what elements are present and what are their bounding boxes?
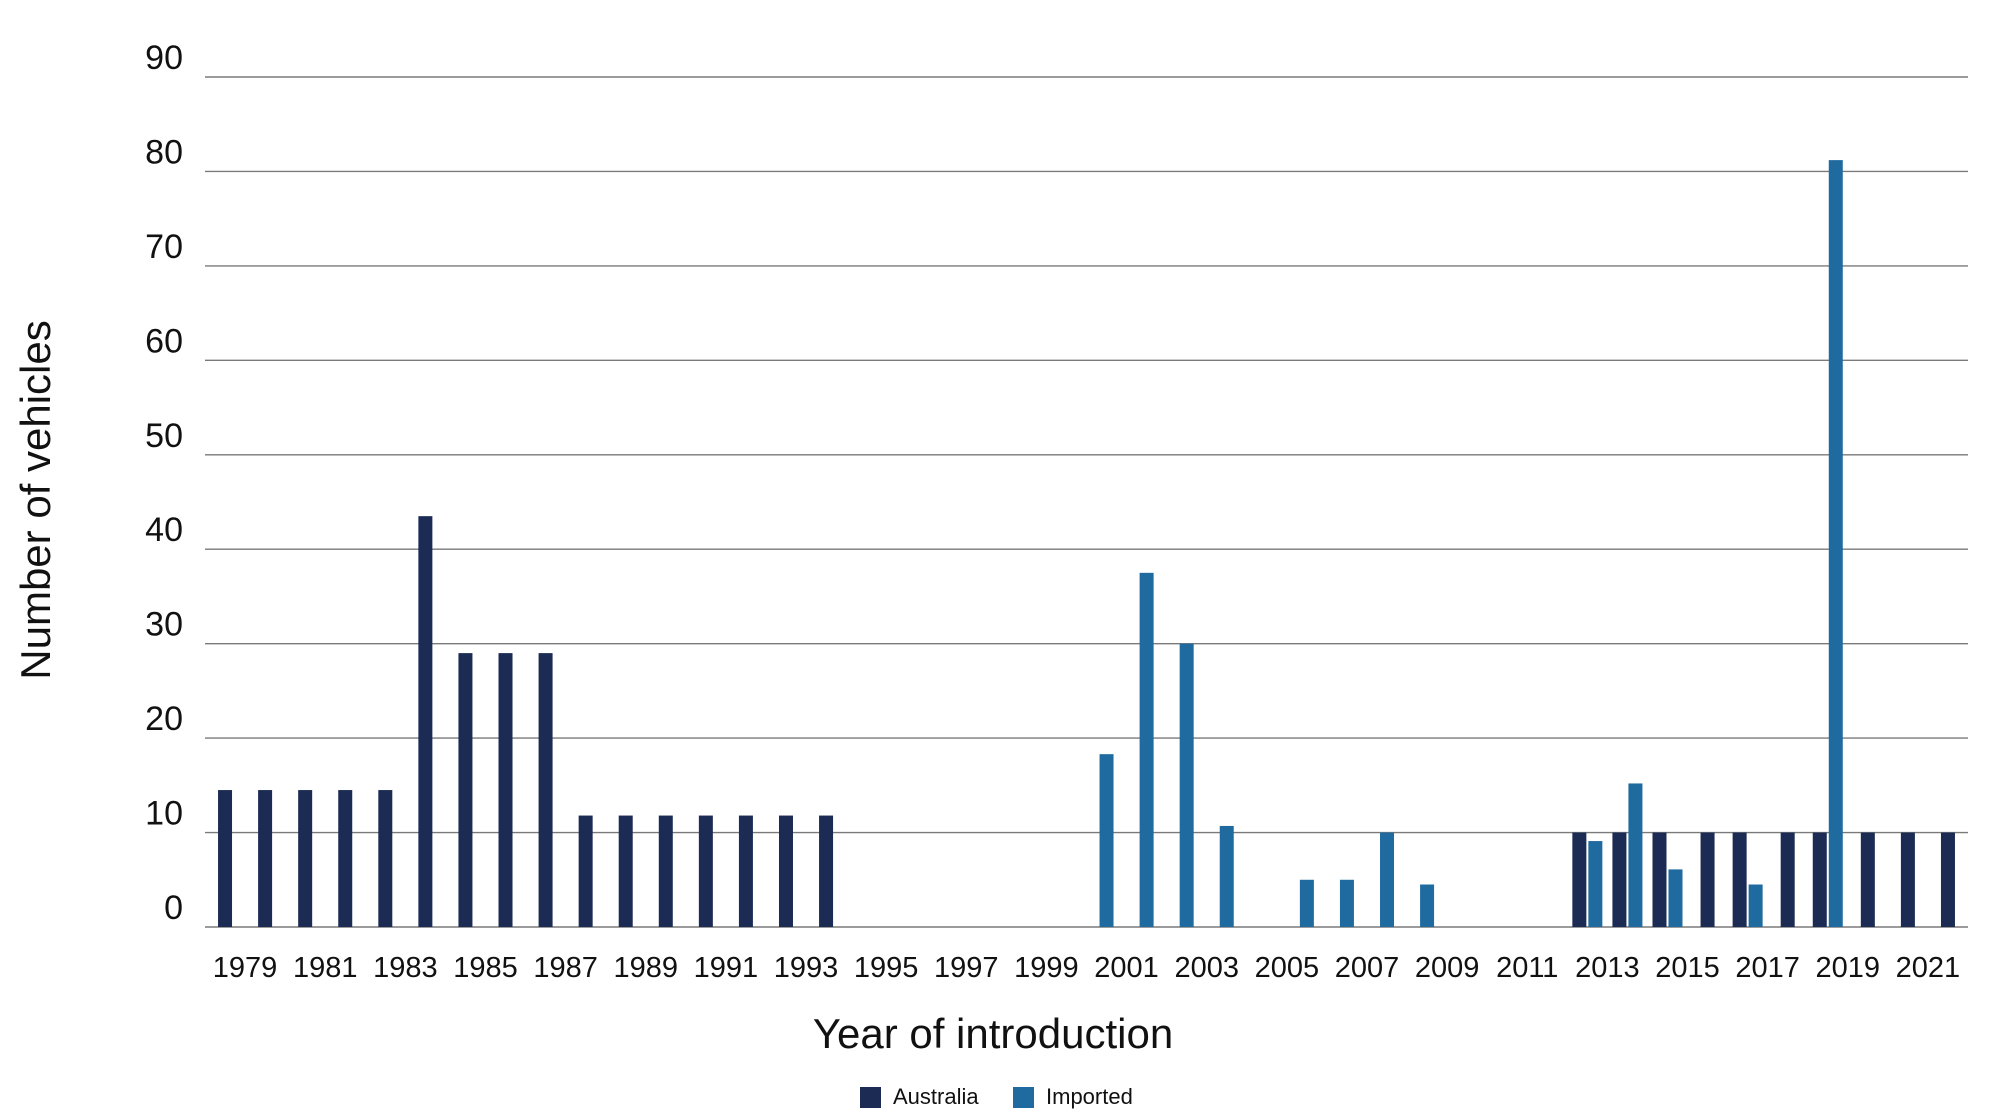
- x-tick-label: 2003: [1174, 952, 1239, 984]
- bar-australia: [658, 815, 673, 927]
- bar-australia: [378, 790, 393, 927]
- x-tick-label: 1997: [934, 952, 999, 984]
- bar-imported: [1380, 832, 1395, 927]
- x-tick-label: 1985: [453, 952, 518, 984]
- bar-australia: [418, 516, 433, 927]
- x-tick-label: 1981: [293, 952, 358, 984]
- bar-imported: [1299, 879, 1314, 927]
- bar-imported: [1179, 643, 1194, 927]
- bar-imported: [1668, 869, 1683, 927]
- y-tick-label: 70: [145, 228, 183, 266]
- bar-australia: [1860, 832, 1875, 927]
- x-tick-label: 2011: [1496, 952, 1558, 984]
- y-tick-label: 50: [145, 417, 183, 455]
- legend-label-imported: Imported: [1046, 1084, 1133, 1109]
- bar-australia: [338, 790, 353, 927]
- bar-australia: [618, 815, 633, 927]
- bar-australia: [698, 815, 713, 927]
- y-tick-label: 40: [145, 511, 183, 549]
- x-tick-label: 1999: [1014, 952, 1079, 984]
- bar-imported: [1420, 884, 1435, 927]
- bar-australia: [218, 790, 233, 927]
- x-tick-label: 2017: [1735, 952, 1800, 984]
- bar-australia: [258, 790, 273, 927]
- x-tick-label: 2005: [1255, 952, 1320, 984]
- x-tick-label: 1979: [213, 952, 278, 984]
- bar-australia: [498, 653, 513, 927]
- x-tick-label: 1983: [373, 952, 438, 984]
- y-tick-label: 60: [145, 322, 183, 360]
- bar-australia: [1612, 832, 1627, 927]
- bar-imported: [1139, 572, 1154, 927]
- y-axis-ticks: 0 10 20 30 40 50 60 70 80 90: [145, 39, 183, 927]
- bar-australia: [1652, 832, 1667, 927]
- x-tick-label: 2015: [1655, 952, 1720, 984]
- x-tick-label: 1991: [694, 952, 759, 984]
- bar-australia: [778, 815, 793, 927]
- legend: Australia Imported: [860, 1084, 1133, 1109]
- bar-imported: [1628, 783, 1643, 927]
- legend-swatch-imported: [1013, 1087, 1034, 1108]
- bar-australia: [738, 815, 753, 927]
- x-tick-label: 1993: [774, 952, 839, 984]
- bar-australia: [1732, 832, 1747, 927]
- x-tick-label: 2021: [1896, 952, 1961, 984]
- bar-australia: [538, 653, 553, 927]
- bar-australia: [1700, 832, 1715, 927]
- bar-australia: [1940, 832, 1955, 927]
- x-tick-label: 2007: [1335, 952, 1400, 984]
- legend-label-australia: Australia: [893, 1084, 979, 1109]
- y-tick-label: 20: [145, 700, 183, 738]
- bar-australia: [1572, 832, 1587, 927]
- bar-imported: [1339, 879, 1354, 927]
- y-tick-label: 80: [145, 133, 183, 171]
- x-tick-label: 2019: [1816, 952, 1881, 984]
- y-axis-title: Number of vehicles: [12, 320, 59, 679]
- bar-imported: [1828, 160, 1843, 928]
- x-axis-ticks: 1979 1981 1983 1985 1987 1989 1991 1993 1995 1997…: [213, 952, 1960, 984]
- bar-australia: [578, 815, 593, 927]
- bar-imported: [1099, 754, 1114, 927]
- x-tick-label: 2001: [1094, 952, 1159, 984]
- y-tick-label: 90: [145, 39, 183, 77]
- bar-australia: [1900, 832, 1915, 927]
- y-tick-label: 0: [164, 889, 183, 927]
- bars: [218, 160, 1955, 928]
- bar-australia: [1780, 832, 1795, 927]
- x-tick-label: 2009: [1415, 952, 1480, 984]
- legend-swatch-australia: [860, 1087, 881, 1108]
- bar-imported: [1748, 884, 1763, 927]
- bar-imported: [1219, 825, 1234, 927]
- x-tick-label: 1995: [854, 952, 919, 984]
- bar-imported: [1588, 841, 1603, 927]
- x-tick-label: 1989: [613, 952, 678, 984]
- bar-australia: [458, 653, 473, 927]
- x-tick-label: 1987: [533, 952, 598, 984]
- bar-australia: [1812, 832, 1827, 927]
- y-tick-label: 10: [145, 795, 183, 833]
- bar-australia: [298, 790, 313, 927]
- x-axis-title: Year of introduction: [813, 1010, 1173, 1057]
- x-tick-label: 2013: [1575, 952, 1640, 984]
- bar-australia: [819, 815, 834, 927]
- y-tick-label: 30: [145, 606, 183, 644]
